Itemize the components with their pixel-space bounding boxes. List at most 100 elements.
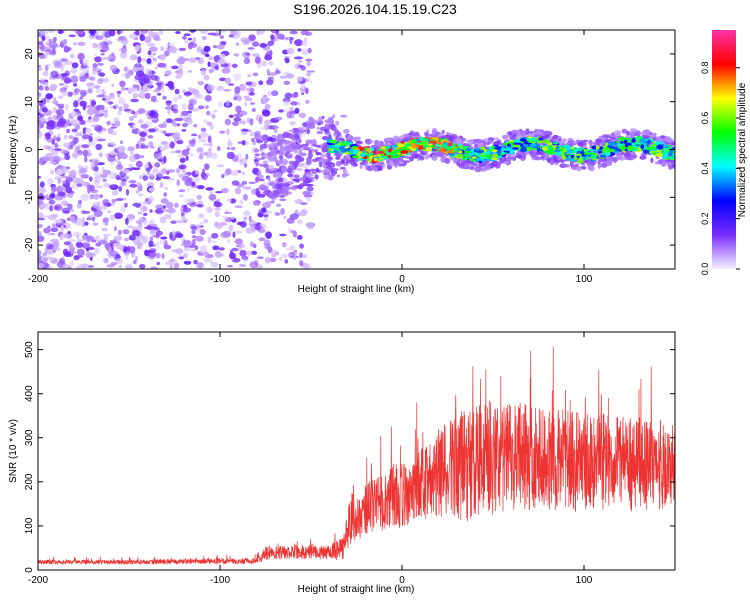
- spectrogram-cell: [123, 237, 129, 242]
- spectrogram-cell: [254, 56, 261, 64]
- spectrogram-cell: [190, 57, 197, 63]
- spectrogram-cell: [532, 153, 537, 158]
- spectrogram-cell: [246, 250, 252, 257]
- spectrogram-cell: [280, 146, 286, 152]
- spectrogram-cell: [598, 146, 604, 150]
- spectrogram-cell: [135, 219, 143, 224]
- spectrogram-cell: [134, 256, 139, 262]
- spectrogram-cell: [178, 173, 186, 178]
- spectrogram-cell: [79, 96, 84, 100]
- spectrogram-cell: [446, 142, 454, 147]
- spectrogram-cell: [297, 101, 301, 106]
- spectrogram-cell: [649, 145, 657, 151]
- spectrogram-cell: [149, 164, 153, 169]
- spectrogram-cell: [173, 262, 180, 269]
- spectrogram-cell: [143, 219, 148, 226]
- spectrogram-cell: [231, 63, 238, 68]
- spectrogram-cell: [109, 141, 115, 146]
- spectrogram-cell: [243, 101, 248, 107]
- spectrogram-cell: [75, 30, 84, 35]
- spectrogram-cell: [661, 154, 668, 160]
- spectrogram-cell: [261, 60, 267, 67]
- spectrogram-cell: [303, 173, 307, 179]
- spectrogram-cell: [206, 110, 211, 116]
- spectrogram-cell: [478, 162, 485, 167]
- spectrogram-cell: [208, 68, 214, 74]
- spectrogram-cell: [141, 57, 147, 62]
- spectrogram-cell: [268, 61, 274, 66]
- spectrogram-cell: [101, 44, 110, 52]
- spectrogram-x-tick-label: 0: [399, 274, 405, 285]
- spectrogram-cell: [183, 240, 192, 248]
- spectrogram-cell: [95, 235, 100, 242]
- spectrogram-cell: [273, 171, 282, 178]
- spectrogram-y-tick-label: -10: [24, 190, 35, 205]
- spectrogram-cell: [93, 247, 100, 255]
- spectrogram-cell: [302, 191, 312, 196]
- spectrogram-cell: [87, 247, 95, 250]
- spectrogram-cell: [49, 83, 58, 89]
- spectrogram-cell: [209, 191, 213, 194]
- spectrogram-cell: [47, 214, 57, 221]
- spectrogram-cell: [38, 126, 41, 133]
- spectrogram-cell: [49, 170, 54, 175]
- spectrogram-cell: [64, 38, 68, 46]
- spectrogram-cell: [99, 173, 108, 178]
- spectrogram-cell: [420, 141, 428, 146]
- spectrogram-cell: [417, 145, 425, 150]
- spectrogram-cell: [163, 155, 167, 164]
- spectrogram-cell: [64, 169, 69, 174]
- spectrogram-cell: [311, 143, 317, 147]
- spectrogram-cell: [452, 150, 458, 153]
- spectrogram-cell: [255, 176, 260, 183]
- spectrogram-cell: [273, 142, 278, 148]
- spectrogram-cell: [52, 246, 61, 252]
- spectrogram-cell: [471, 156, 477, 160]
- spectrogram-cell: [160, 46, 164, 52]
- spectrogram-cell: [138, 193, 144, 197]
- spectrogram-cell: [87, 264, 95, 268]
- spectrogram-cell: [343, 128, 350, 134]
- spectrogram-cell: [477, 158, 482, 161]
- spectrogram-cell: [241, 128, 249, 132]
- spectrogram-cell: [178, 166, 185, 169]
- spectrogram-cell: [593, 141, 598, 147]
- spectrogram-cell: [158, 30, 164, 35]
- spectrogram-cell: [299, 243, 304, 249]
- spectrogram-cell: [40, 77, 45, 82]
- spectrogram-cell: [227, 264, 233, 268]
- spectrogram-cell: [318, 121, 324, 125]
- spectrogram-cell: [235, 95, 243, 102]
- spectrogram-cell: [292, 127, 300, 134]
- spectrogram-cell: [162, 95, 167, 100]
- spectrogram-cell: [289, 106, 294, 112]
- spectrogram-cell: [411, 153, 419, 159]
- spectrogram-cell: [392, 159, 400, 164]
- spectrogram-cell: [581, 166, 587, 170]
- spectrogram-cell: [286, 217, 295, 224]
- spectrogram-cell: [212, 240, 217, 243]
- spectrogram-cell: [280, 253, 289, 258]
- spectrogram-cell: [163, 192, 167, 197]
- spectrogram-cell: [266, 200, 272, 205]
- spectrogram-cell: [298, 112, 306, 119]
- spectrogram-cell: [97, 138, 106, 142]
- spectrogram-cell: [236, 221, 243, 226]
- spectrogram-cell: [468, 153, 473, 156]
- spectrogram-cell: [120, 73, 127, 77]
- spectrogram-cell: [239, 84, 247, 92]
- spectrogram-cell: [120, 47, 128, 54]
- spectrogram-cell: [84, 221, 89, 226]
- spectrogram-cell: [297, 219, 303, 225]
- spectrogram-cell: [258, 237, 266, 242]
- snr-x-tick-label: -100: [210, 575, 230, 586]
- spectrogram-cell: [217, 30, 227, 34]
- spectrogram-cell: [66, 128, 71, 134]
- spectrogram-cell: [306, 61, 311, 67]
- spectrogram-cell: [247, 47, 255, 50]
- spectrogram-cell: [168, 46, 178, 53]
- spectrogram-cell: [216, 164, 225, 168]
- spectrogram-cell: [106, 120, 111, 126]
- spectrogram-cell: [159, 54, 166, 61]
